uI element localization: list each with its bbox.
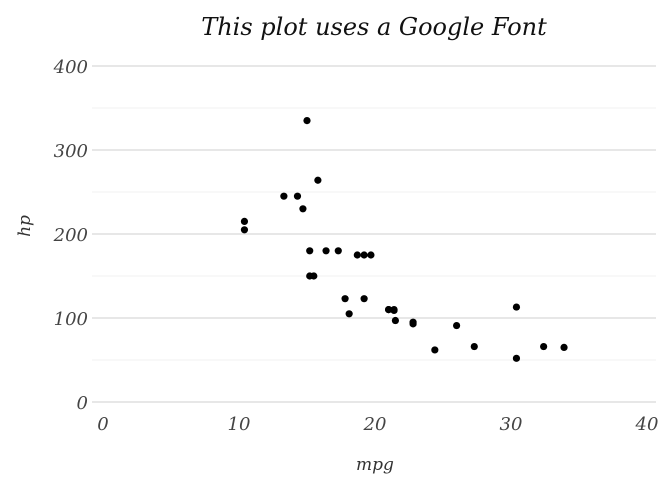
data-point [360,251,368,259]
data-point [470,342,478,351]
data-point [353,251,361,259]
x-axis-ticks: 0 10 20 30 40 [97,414,658,435]
data-point [293,192,302,200]
chart-title: This plot uses a Google Font [201,13,547,41]
x-axis-title: mpg [356,455,394,475]
data-point [540,342,548,351]
data-point [360,295,368,303]
x-tick-label: 0 [97,414,108,435]
data-points [240,117,568,362]
y-tick-label: 400 [53,57,88,78]
data-point [367,251,375,259]
y-tick-label: 200 [53,225,88,246]
x-tick-label: 40 [635,414,659,435]
x-tick-label: 20 [363,414,387,435]
data-point [322,247,330,255]
data-point [280,192,288,200]
data-point [431,346,439,354]
data-point [385,306,393,314]
data-point [306,247,314,255]
data-point [409,318,417,326]
data-point [391,316,399,325]
grid-lines [92,65,656,403]
data-point [390,306,398,315]
data-point [314,176,322,184]
data-point [512,303,521,311]
data-point [240,226,249,234]
data-point [345,310,353,318]
y-tick-label: 0 [77,393,88,414]
data-point [512,354,521,362]
data-point [240,217,249,225]
data-point [299,205,307,213]
data-point [306,272,314,280]
data-point [341,295,349,303]
y-axis-ticks: 0 100 200 300 400 [53,57,88,414]
data-point [334,247,342,255]
x-tick-label: 10 [228,414,251,435]
y-tick-label: 100 [54,309,88,330]
y-tick-label: 300 [54,141,88,162]
data-point [303,117,311,125]
data-point [453,321,461,330]
y-axis-title: hp [15,215,35,237]
x-tick-label: 30 [500,414,523,435]
data-point [560,343,568,351]
